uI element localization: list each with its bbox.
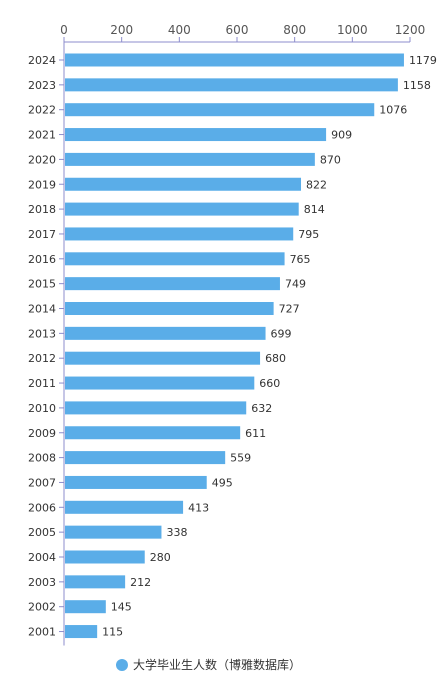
y-category-label: 2022 — [28, 104, 56, 117]
bar-value-label: 822 — [306, 178, 327, 191]
y-category-label: 2015 — [28, 278, 56, 291]
y-category-label: 2007 — [28, 476, 56, 489]
y-category-label: 2002 — [28, 601, 56, 614]
x-tick-label: 1200 — [395, 23, 426, 37]
y-category-label: 2023 — [28, 79, 56, 92]
bar-value-label: 115 — [102, 626, 123, 639]
bar — [65, 152, 315, 166]
bar-value-label: 280 — [150, 551, 171, 564]
bar — [65, 575, 126, 589]
bar-value-label: 660 — [259, 377, 280, 390]
bar — [65, 252, 285, 266]
y-category-label: 2001 — [28, 626, 56, 639]
bar-value-label: 1179 — [409, 54, 437, 67]
bar-value-label: 495 — [212, 476, 233, 489]
bar-value-label: 145 — [111, 601, 132, 614]
y-category-label: 2010 — [28, 402, 56, 415]
x-tick-label: 1000 — [337, 23, 368, 37]
y-category-label: 2012 — [28, 352, 56, 365]
bar-value-label: 338 — [166, 526, 187, 539]
legend: 大学毕业生人数（博雅数据库） — [116, 657, 301, 672]
bar-value-label: 727 — [279, 303, 300, 316]
bar-value-label: 749 — [285, 278, 306, 291]
bar — [65, 78, 398, 92]
bar — [65, 128, 327, 142]
y-category-label: 2009 — [28, 427, 56, 440]
bar — [65, 426, 241, 440]
bar — [65, 177, 302, 191]
x-axis: 0 200 400 600 800 1000 1200 — [60, 23, 426, 43]
bar — [65, 525, 162, 539]
bar — [65, 227, 294, 241]
bar — [65, 103, 375, 117]
y-category-label: 2005 — [28, 526, 56, 539]
y-category-label: 2008 — [28, 452, 56, 465]
bar-value-label: 413 — [188, 501, 209, 514]
x-tick-label: 600 — [226, 23, 249, 37]
bar — [65, 401, 247, 415]
y-category-label: 2013 — [28, 327, 56, 340]
bar — [65, 625, 98, 639]
bar-value-label: 212 — [130, 576, 151, 589]
y-category-label: 2004 — [28, 551, 56, 564]
bar-value-label: 870 — [320, 153, 341, 166]
bar — [65, 326, 266, 340]
bar — [65, 500, 184, 514]
value-labels: 1179 1158 1076 909 870 822 814 795 765 749 727 699 6… — [102, 54, 437, 639]
y-category-label: 2021 — [28, 129, 56, 142]
y-category-label: 2011 — [28, 377, 56, 390]
bar — [65, 53, 404, 67]
bar — [65, 202, 299, 216]
x-tick-label: 0 — [60, 23, 68, 37]
bar — [65, 277, 280, 291]
legend-label: 大学毕业生人数（博雅数据库） — [133, 657, 301, 672]
y-category-label: 2018 — [28, 203, 56, 216]
y-category-label: 2014 — [28, 303, 56, 316]
bar — [65, 550, 145, 564]
bar — [65, 600, 106, 614]
bars — [65, 53, 404, 639]
y-axis: 2024 2023 2022 2021 2020 2019 2018 2017 2016 2015… — [28, 42, 65, 646]
y-category-label: 2006 — [28, 501, 56, 514]
bar — [65, 351, 261, 365]
bar-value-label: 559 — [230, 452, 251, 465]
y-category-label: 2019 — [28, 178, 56, 191]
bar-value-label: 765 — [290, 253, 311, 266]
y-category-label: 2020 — [28, 153, 56, 166]
bar-value-label: 611 — [245, 427, 266, 440]
bar-value-label: 909 — [331, 129, 352, 142]
y-category-label: 2017 — [28, 228, 56, 241]
x-tick-label: 800 — [283, 23, 306, 37]
x-tick-label: 200 — [110, 23, 133, 37]
bar-value-label: 795 — [298, 228, 319, 241]
y-category-label: 2024 — [28, 54, 56, 67]
bar-value-label: 632 — [251, 402, 272, 415]
bar-value-label: 699 — [271, 327, 292, 340]
y-category-label: 2016 — [28, 253, 56, 266]
legend-marker — [116, 659, 128, 671]
y-category-label: 2003 — [28, 576, 56, 589]
bar — [65, 475, 207, 489]
bar — [65, 376, 255, 390]
bar — [65, 302, 274, 315]
bar-value-label: 1158 — [403, 79, 431, 92]
bar-value-label: 1076 — [379, 104, 407, 117]
bar — [65, 451, 226, 465]
bar-value-label: 814 — [304, 203, 325, 216]
x-tick-label: 400 — [168, 23, 191, 37]
bar-value-label: 680 — [265, 352, 286, 365]
